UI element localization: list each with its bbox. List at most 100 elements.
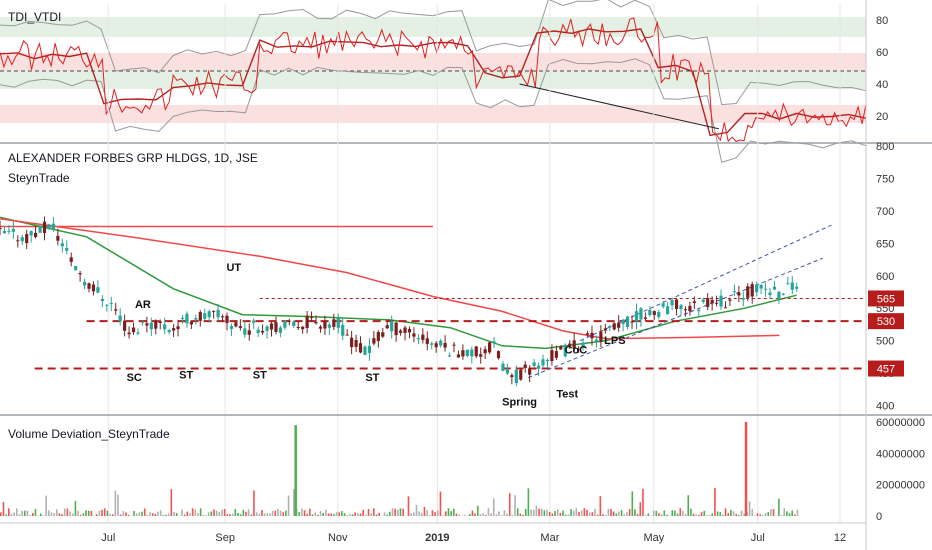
annotation-coc: CoC (565, 345, 588, 357)
candle-body (207, 311, 211, 318)
candle-body (639, 308, 643, 320)
candle-body (238, 326, 242, 328)
candle-body (292, 321, 296, 326)
volume-bar (588, 512, 591, 516)
volume-bar (378, 512, 380, 516)
volume-bar (234, 508, 237, 516)
volume-bar (666, 514, 668, 516)
candle-body (314, 322, 318, 324)
candle-body (746, 286, 750, 298)
volume-bar (543, 510, 546, 516)
volume-bar (444, 511, 447, 516)
volume-bar (663, 510, 666, 516)
volume-bar (639, 502, 642, 516)
volume-bar (146, 514, 149, 516)
volume-bar (674, 510, 676, 516)
volume-bar (591, 512, 594, 516)
volume-bar (103, 508, 106, 516)
volume-bar (231, 513, 234, 516)
volume-bar (628, 509, 631, 516)
candle-body (127, 332, 131, 335)
volume-bar (5, 514, 7, 516)
annotation-lps: LPS (604, 335, 625, 347)
volume-bar (26, 510, 29, 516)
volume-bar (450, 511, 452, 516)
volume-bar (482, 513, 484, 516)
volume-bar (602, 514, 604, 516)
volume-bar (79, 514, 82, 516)
volume-bar (436, 510, 439, 516)
candle-body (323, 321, 327, 329)
volume-bar (535, 505, 538, 516)
volume-bar (322, 512, 325, 516)
volume-bar (125, 512, 127, 516)
candle-body (590, 332, 594, 339)
volume-bar (23, 510, 26, 516)
volume-bar (375, 514, 378, 516)
volume-bar (21, 510, 23, 516)
candle-body (772, 286, 777, 290)
candle-body (109, 303, 113, 305)
candle-body (363, 346, 367, 355)
volume-bar (658, 513, 660, 516)
candle-body (701, 299, 705, 302)
volume-bar (242, 509, 245, 516)
volume-bar (642, 488, 644, 516)
volume-bar (679, 508, 682, 516)
candle-body (87, 283, 91, 289)
candle-body (617, 322, 621, 328)
annotation-sc: SC (127, 372, 142, 384)
volume-bar (618, 511, 620, 516)
volume-spike (744, 422, 748, 516)
volume-tick-label: 60000000 (876, 417, 925, 429)
candle-body (220, 316, 225, 318)
volume-bar (354, 512, 356, 516)
candle-body (483, 349, 487, 354)
candle-body (34, 232, 38, 238)
candle-body (82, 281, 87, 286)
candles (0, 216, 799, 387)
candle-body (430, 343, 434, 345)
volume-bar (495, 514, 498, 516)
volume-bar (95, 514, 98, 516)
annotation-test: Test (556, 389, 578, 401)
candle-body (661, 303, 665, 307)
candle-body (443, 342, 447, 348)
volume-bar (229, 514, 231, 516)
volume-bar (90, 510, 93, 516)
volume-bar (687, 495, 690, 516)
volume-bar (258, 513, 261, 516)
candle-body (421, 334, 425, 340)
volume-bar (514, 495, 516, 516)
candle-body (496, 351, 501, 359)
volume-bar (439, 491, 442, 516)
volume-bar (306, 514, 309, 516)
volume-bar (631, 491, 634, 516)
volume-bar (524, 508, 527, 516)
tdi-zone-green-top (0, 17, 866, 37)
volume-bar (599, 496, 602, 516)
candle-body (398, 330, 403, 333)
volume-bar (586, 509, 588, 516)
volume-bar (607, 508, 610, 516)
volume-bar (66, 508, 69, 516)
volume-bar (175, 512, 178, 516)
candle-body (118, 315, 122, 322)
candle-body (51, 223, 56, 229)
time-axis: Jul Sep Nov 2019 Mar May Jul 12 (101, 532, 846, 544)
volume-bar (127, 514, 130, 516)
volume-bar (325, 509, 327, 516)
volume-bar (135, 513, 138, 516)
candle-body (145, 323, 149, 326)
candle-body (269, 323, 274, 330)
candle-body (728, 299, 732, 301)
candle-body (630, 321, 634, 323)
candle-body (372, 338, 376, 344)
volume-bar (620, 510, 623, 516)
volume-bar (189, 513, 191, 516)
volume-bar (447, 508, 450, 516)
candle-body (612, 323, 616, 330)
time-label: Mar (540, 532, 559, 544)
volume-bar (82, 513, 85, 516)
candle-body (318, 326, 323, 329)
